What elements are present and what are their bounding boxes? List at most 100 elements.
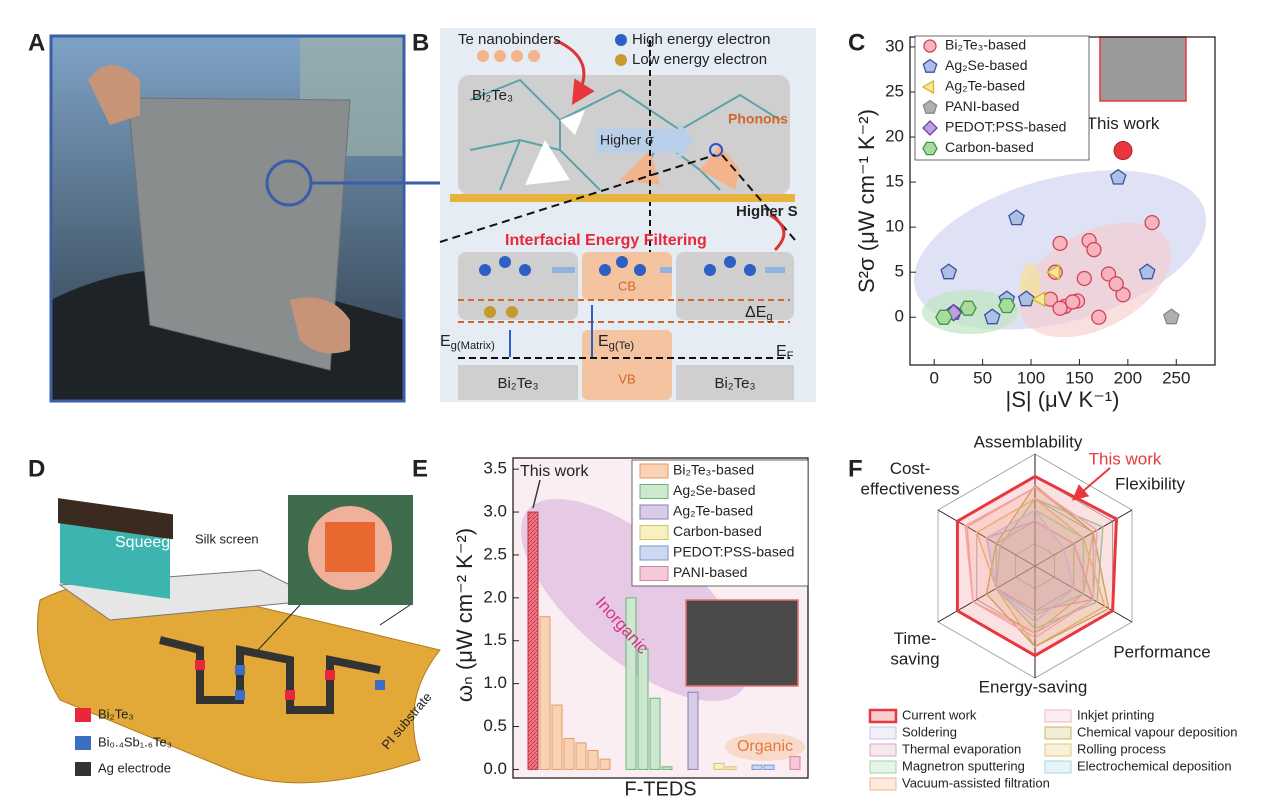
annotation: This work (1087, 114, 1160, 133)
bar (527, 511, 539, 770)
label: Higher σ (600, 132, 654, 148)
point (1100, 266, 1117, 282)
legend-marker (922, 141, 938, 156)
legend-swatch (869, 726, 897, 740)
legend-frame (865, 706, 1251, 794)
annotation: This work (520, 463, 589, 480)
point (1065, 294, 1081, 310)
radar-chart: Assemblability Flexibility Performance Ener… (861, 432, 1251, 794)
bar (625, 597, 637, 770)
bar (637, 648, 649, 770)
label: Te nanobinders (458, 31, 561, 48)
y-tick-label: 10 (885, 217, 904, 236)
bar (661, 766, 673, 770)
panel-label: C (848, 29, 865, 56)
point (935, 309, 953, 325)
point (1138, 263, 1156, 280)
label: EF (776, 343, 794, 362)
legend-label: PEDOT:PSS-based (945, 119, 1066, 135)
axis-label: Performance (1113, 642, 1210, 661)
legend-label: Carbon-based (945, 139, 1034, 155)
legend-swatch (869, 743, 897, 757)
point (983, 308, 1001, 325)
axis-label: Energy-saving (979, 677, 1088, 696)
x-axis-label: F-TEDS (624, 778, 696, 800)
label: CB (618, 278, 636, 293)
y-tick-label: 15 (885, 172, 904, 191)
legend-marker (922, 99, 938, 114)
panel-label: E (412, 455, 428, 482)
legend-label: PANI-based (945, 98, 1019, 114)
label: VB (618, 371, 635, 386)
panel-label: D (28, 455, 45, 482)
bar (789, 756, 801, 770)
label: Squeegee (115, 534, 188, 551)
label: Higher S (736, 203, 798, 220)
label: Eg(Matrix) (440, 333, 495, 352)
y-tick-label: 1.0 (483, 673, 507, 692)
legend-label: Magnetron sputtering (902, 758, 1025, 773)
legend-marker (923, 39, 937, 53)
legend-label: Bi₂Te₃-based (945, 37, 1026, 53)
legend-label: PEDOT:PSS-based (673, 544, 794, 560)
bar (599, 758, 611, 770)
y-tick-label: 20 (885, 127, 904, 146)
y-tick-label: 2.0 (483, 587, 507, 606)
legend-label: Carbon-based (673, 523, 762, 539)
arrow (1071, 467, 1111, 501)
point (1108, 276, 1124, 292)
legend-swatch (869, 777, 897, 791)
annotation: This work (1089, 449, 1162, 468)
y-tick-label: 2.5 (483, 544, 507, 563)
label: Bi₂Te₃ (472, 87, 513, 104)
point (1052, 235, 1068, 252)
bar (649, 697, 661, 770)
legend-label: Current work (902, 707, 977, 722)
point (1113, 141, 1133, 161)
bar (587, 750, 599, 770)
legend-label: Ag₂Te-based (945, 78, 1025, 94)
label: Bi₂Te₃ (714, 375, 755, 392)
bar (551, 704, 563, 770)
legend-swatch (639, 463, 669, 479)
legend-swatch (639, 484, 669, 499)
y-tick-label: 0.0 (483, 759, 507, 778)
legend-swatch (1044, 726, 1072, 740)
bar (563, 738, 575, 770)
axis-label: Assemblability (974, 432, 1083, 451)
legend-swatch (639, 504, 669, 520)
point (998, 297, 1016, 314)
bar (687, 691, 699, 770)
point (959, 300, 977, 316)
point (1163, 308, 1180, 325)
schematic (439, 28, 816, 402)
legend-swatch (869, 760, 897, 774)
legend-swatch (639, 566, 669, 581)
radar-area (955, 474, 1119, 658)
legend-frame (914, 35, 1090, 161)
legend-swatch (868, 708, 898, 724)
point (1076, 270, 1092, 287)
label: High energy electron (632, 31, 770, 48)
point (1115, 287, 1131, 303)
bar (725, 766, 737, 770)
legend-frame (631, 459, 809, 587)
point (1017, 290, 1035, 307)
y-tick-label: 0 (895, 307, 904, 326)
bar (575, 742, 587, 770)
legend-label: Vacuum-assisted filtration (902, 775, 1050, 790)
legend-label: Chemical vapour deposition (1077, 724, 1237, 739)
legend-swatch (1044, 760, 1072, 774)
legend-label: Thermal evaporation (902, 741, 1021, 756)
y-tick-label: 0.5 (483, 716, 507, 735)
x-tick-label: 0 (929, 368, 938, 387)
legend-label: Bi₀.₄Sb₁.₆Te₃ (98, 734, 172, 749)
x-tick-label: 250 (1162, 368, 1190, 387)
point (1086, 242, 1102, 258)
legend-label: Soldering (902, 724, 957, 739)
x-axis-label: |S| (μV K⁻¹) (1006, 387, 1120, 412)
y-axis-label: S²σ (μW cm⁻¹ K⁻²) (854, 109, 879, 293)
axis-label: Cost-effectiveness (861, 459, 960, 498)
